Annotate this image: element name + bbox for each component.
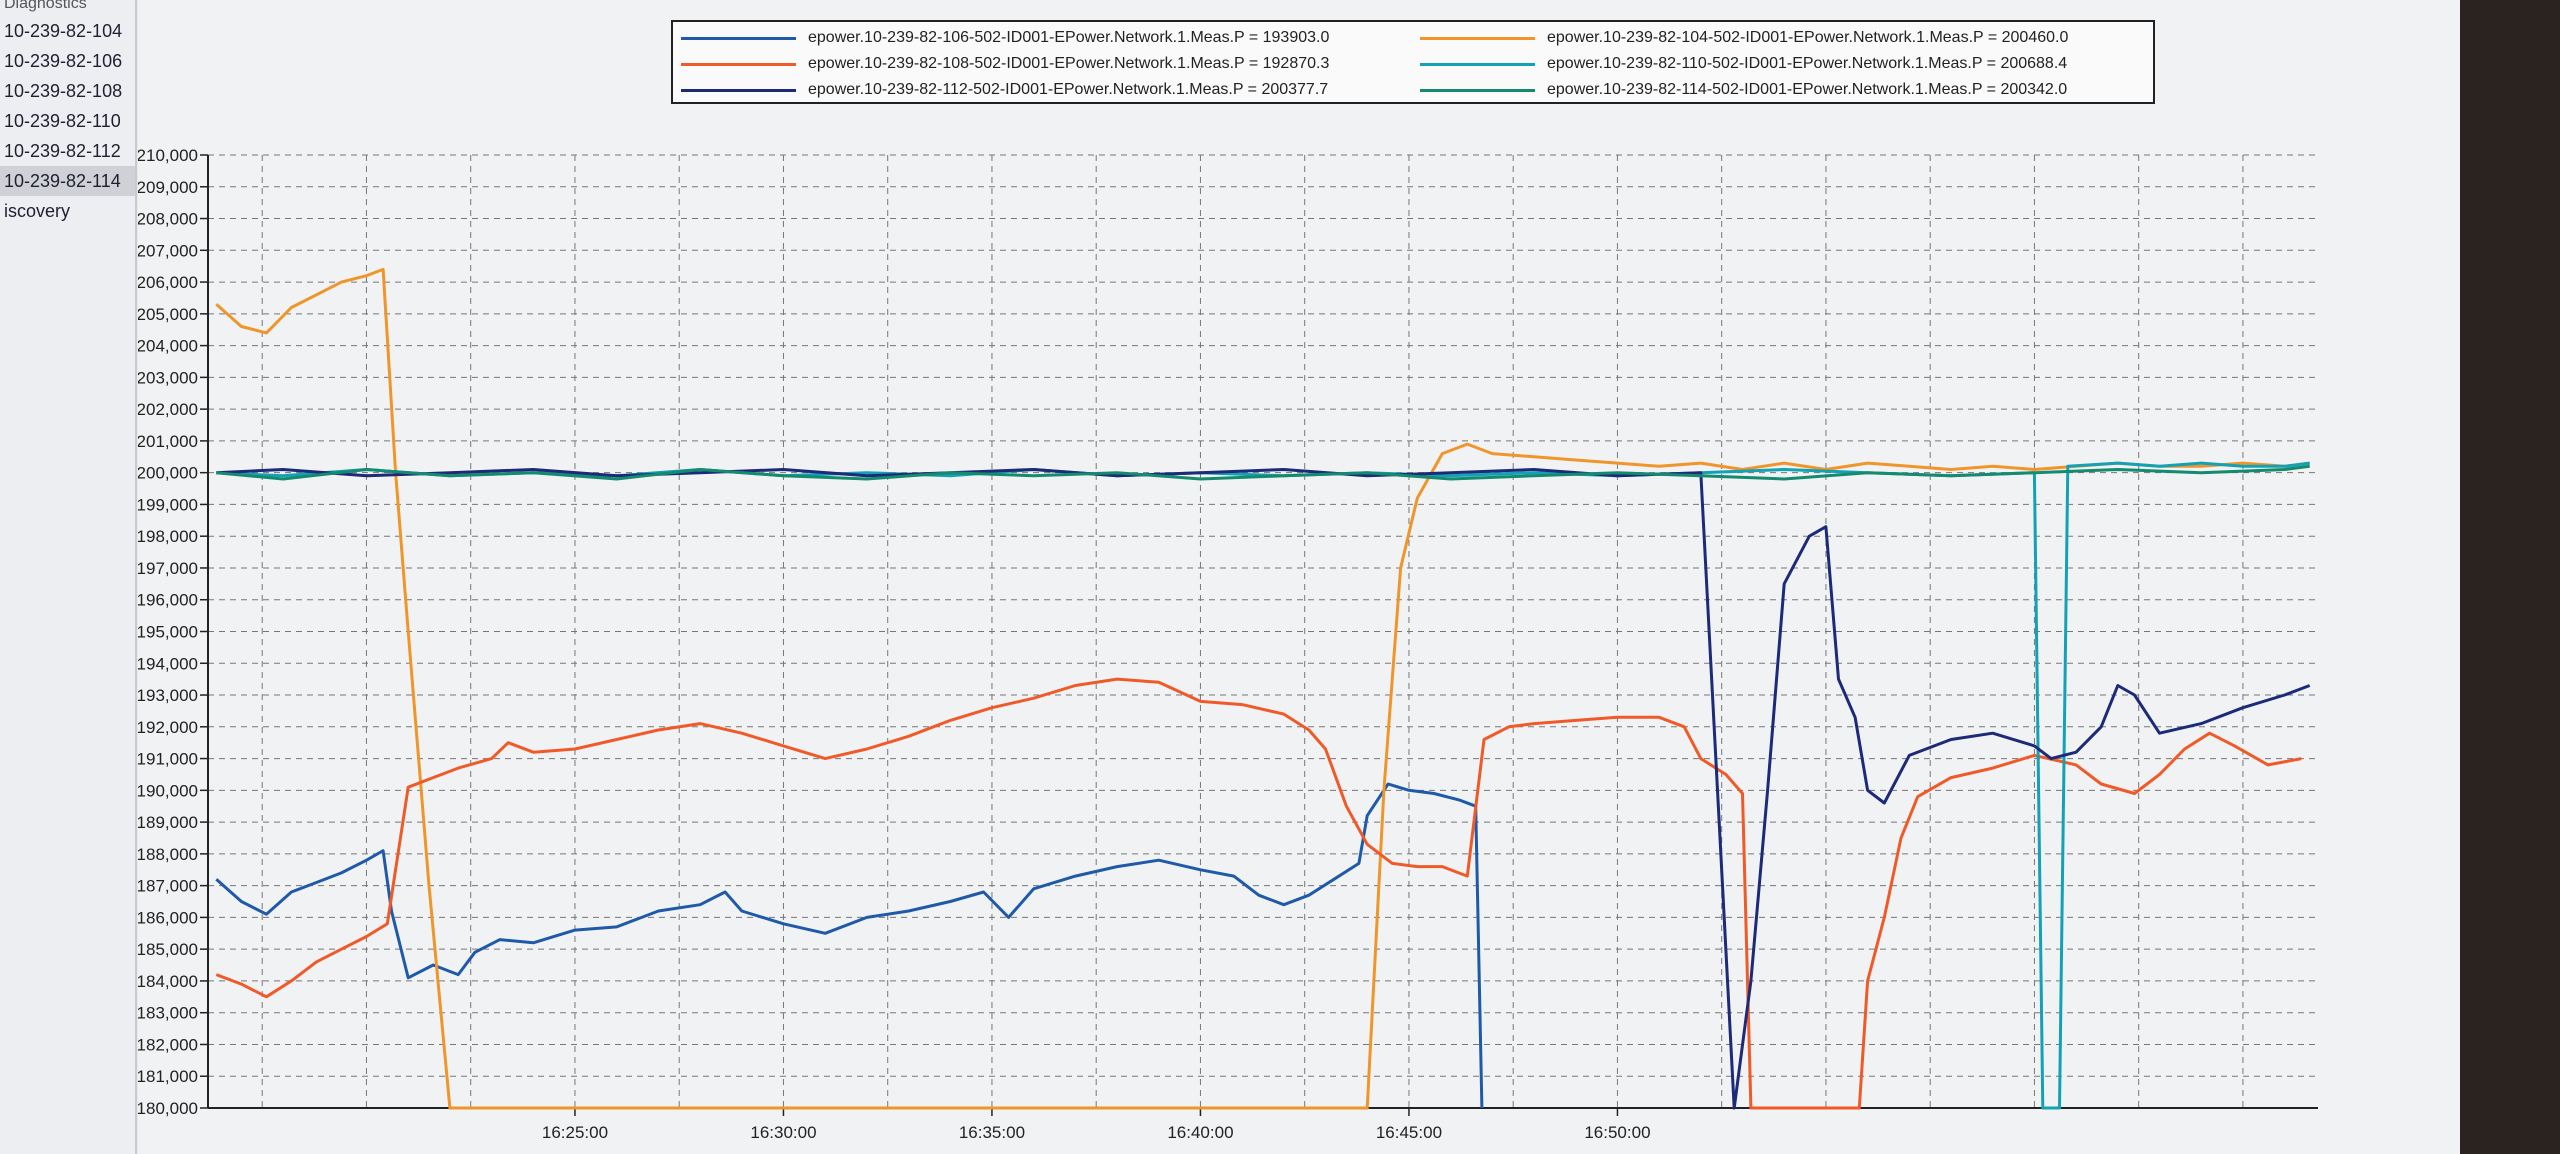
tick-label-y-14: 194,000	[138, 654, 198, 673]
series-line-1	[215, 267, 2310, 1110]
series-line-4	[216, 468, 2311, 1110]
chart-legend: epower.10-239-82-106-502-ID001-EPower.Ne…	[671, 20, 2155, 104]
legend-entry-2[interactable]: epower.10-239-82-108-502-ID001-EPower.Ne…	[681, 51, 1406, 77]
tick-label-y-19: 199,000	[138, 495, 198, 514]
tick-label-y-28: 208,000	[138, 210, 198, 229]
tick-label-y-8: 188,000	[138, 845, 198, 864]
tick-label-y-0: 180,000	[138, 1099, 198, 1118]
legend-swatch-3	[1420, 62, 1535, 66]
tick-label-y-23: 203,000	[138, 368, 198, 387]
tick-label-y-18: 198,000	[138, 527, 198, 546]
tick-label-x-4: 16:45:00	[1376, 1123, 1442, 1142]
tick-label-y-1: 181,000	[138, 1067, 198, 1086]
sidebar-item-3[interactable]: 10-239-82-108	[4, 81, 123, 101]
legend-label-5: epower.10-239-82-114-502-ID001-EPower.Ne…	[1547, 81, 2068, 98]
legend-swatch-1	[1420, 36, 1535, 40]
tick-label-y-9: 189,000	[138, 813, 198, 832]
legend-label-1: epower.10-239-82-104-502-ID001-EPower.Ne…	[1547, 29, 2069, 46]
series-group	[215, 267, 2311, 1110]
tick-label-y-26: 206,000	[138, 273, 198, 292]
tick-label-y-22: 202,000	[138, 400, 198, 419]
sidebar-item-4[interactable]: 10-239-82-110	[4, 111, 121, 131]
series-line-3	[216, 461, 2310, 1110]
sidebar-item-1[interactable]: 10-239-82-104	[4, 21, 123, 41]
tick-label-y-16: 196,000	[138, 591, 198, 610]
tick-label-y-17: 197,000	[138, 559, 198, 578]
tick-label-y-5: 185,000	[138, 940, 198, 959]
sidebar-item-6[interactable]: 10-239-82-114	[0, 166, 135, 196]
tick-label-y-10: 190,000	[138, 781, 198, 800]
sidebar-item-0[interactable]: Diagnostics	[4, 0, 87, 12]
tick-label-y-21: 201,000	[138, 432, 198, 451]
sidebar-item-2[interactable]: 10-239-82-106	[4, 51, 123, 71]
legend-label-0: epower.10-239-82-106-502-ID001-EPower.Ne…	[808, 29, 1330, 46]
legend-label-4: epower.10-239-82-112-502-ID001-EPower.Ne…	[808, 81, 1329, 98]
tick-label-y-7: 187,000	[138, 877, 198, 896]
sidebar-item-5[interactable]: 10-239-82-112	[4, 141, 121, 161]
legend-entry-3[interactable]: epower.10-239-82-110-502-ID001-EPower.Ne…	[1420, 51, 2145, 77]
device-sidebar: Diagnostics 10-239-82-104 10-239-82-106 10-…	[0, 0, 137, 1154]
legend-entry-0[interactable]: epower.10-239-82-106-502-ID001-EPower.Ne…	[681, 25, 1406, 51]
line-chart[interactable]: 180,000 181,000 182,000 183,000 184,000 185,0…	[138, 0, 2460, 1154]
tick-label-y-2: 182,000	[138, 1035, 198, 1054]
monitor-bezel	[2460, 0, 2560, 1154]
tick-label-y-13: 193,000	[138, 686, 198, 705]
legend-swatch-4	[681, 88, 796, 92]
tick-label-y-4: 184,000	[138, 972, 198, 991]
legend-swatch-5	[1420, 88, 1535, 92]
tick-label-y-27: 207,000	[138, 241, 198, 260]
tick-label-x-0: 16:25:00	[542, 1123, 608, 1142]
sidebar-item-7[interactable]: iscovery	[4, 201, 71, 221]
legend-swatch-0	[681, 36, 796, 40]
tick-label-y-6: 186,000	[138, 908, 198, 927]
legend-entry-5[interactable]: epower.10-239-82-114-502-ID001-EPower.Ne…	[1420, 77, 2145, 103]
tick-label-y-12: 192,000	[138, 718, 198, 737]
legend-swatch-2	[681, 62, 796, 66]
tick-label-y-20: 200,000	[138, 464, 198, 483]
series-line-5	[216, 464, 2310, 481]
chart-panel: epower.10-239-82-106-502-ID001-EPower.Ne…	[138, 0, 2460, 1154]
legend-entry-4[interactable]: epower.10-239-82-112-502-ID001-EPower.Ne…	[681, 77, 1406, 103]
legend-label-2: epower.10-239-82-108-502-ID001-EPower.Ne…	[808, 55, 1330, 72]
tick-label-y-15: 195,000	[138, 623, 198, 642]
tick-label-y-3: 183,000	[138, 1004, 198, 1023]
tick-label-x-2: 16:35:00	[959, 1123, 1025, 1142]
tick-label-y-11: 191,000	[138, 750, 198, 769]
series-line-0	[215, 782, 1484, 1109]
series-line-2	[215, 677, 2302, 1110]
tick-label-y-24: 204,000	[138, 337, 198, 356]
tick-label-y-29: 209,000	[138, 178, 198, 197]
tick-label-x-5: 16:50:00	[1584, 1123, 1650, 1142]
tick-label-y-25: 205,000	[138, 305, 198, 324]
legend-entry-1[interactable]: epower.10-239-82-104-502-ID001-EPower.Ne…	[1420, 25, 2145, 51]
tick-label-x-1: 16:30:00	[750, 1123, 816, 1142]
legend-label-3: epower.10-239-82-110-502-ID001-EPower.Ne…	[1547, 55, 2068, 72]
tick-label-y-30: 210,000	[138, 146, 198, 165]
tick-label-x-3: 16:40:00	[1167, 1123, 1233, 1142]
